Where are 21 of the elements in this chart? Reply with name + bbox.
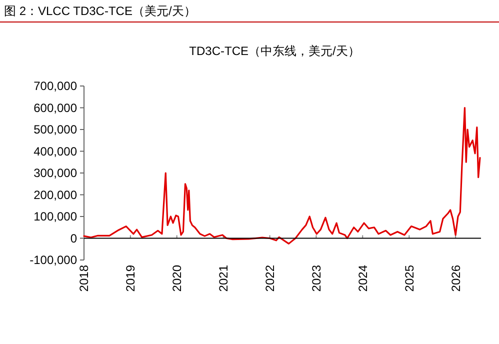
x-tick-label: 2018	[77, 264, 92, 292]
x-tick-label: 2019	[124, 264, 138, 292]
x-tick-label: 2021	[216, 264, 231, 292]
x-tick-label: 2026	[448, 264, 463, 292]
x-tick-label: 2025	[402, 264, 416, 292]
y-tick-label: 600,000	[34, 100, 78, 115]
y-tick-label: -100,000	[30, 253, 78, 268]
line-series	[83, 106, 481, 244]
y-tick-label: 500,000	[34, 122, 78, 137]
chart-title: 图 2：VLCC TD3C-TCE（美元/天）	[4, 4, 196, 18]
x-tick-label: 2024	[356, 264, 370, 292]
y-tick-label: 200,000	[34, 188, 78, 202]
x-tick-label: 2020	[170, 264, 184, 292]
x-tick-label: 2023	[309, 264, 324, 292]
y-tick-label: 100,000	[34, 210, 78, 224]
y-tick-label: 400,000	[34, 144, 78, 158]
y-tick-label: 700,000	[34, 79, 78, 94]
y-tick-label: 300,000	[34, 166, 78, 180]
y-tick-label: 0	[70, 231, 78, 246]
x-tick-label: 2022	[262, 264, 277, 292]
chart-subtitle: TD3C-TCE（中东线，美元/天）	[189, 44, 360, 58]
